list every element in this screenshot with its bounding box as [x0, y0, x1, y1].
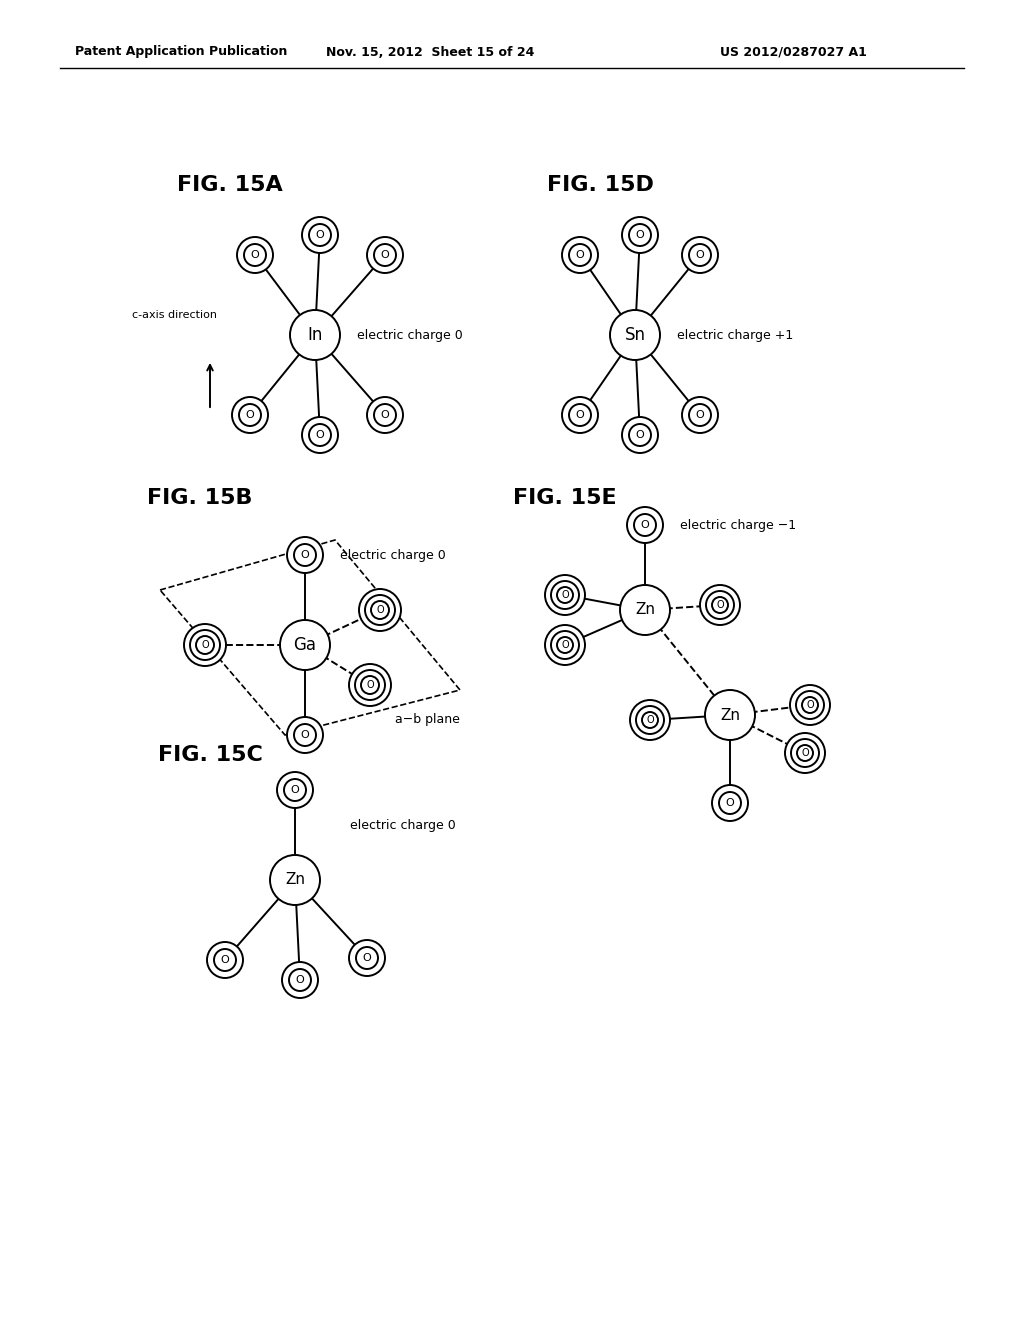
- Circle shape: [207, 942, 243, 978]
- Circle shape: [270, 855, 319, 906]
- Text: O: O: [381, 411, 389, 420]
- Text: O: O: [246, 411, 254, 420]
- Text: electric charge +1: electric charge +1: [677, 329, 794, 342]
- Text: FIG. 15B: FIG. 15B: [147, 488, 253, 508]
- Text: O: O: [636, 230, 644, 240]
- Text: O: O: [296, 975, 304, 985]
- Circle shape: [622, 417, 658, 453]
- Circle shape: [237, 238, 273, 273]
- Text: O: O: [695, 249, 705, 260]
- Text: O: O: [381, 249, 389, 260]
- Text: O: O: [716, 601, 724, 610]
- Text: FIG. 15E: FIG. 15E: [513, 488, 616, 508]
- Circle shape: [682, 397, 718, 433]
- Circle shape: [280, 620, 330, 671]
- Circle shape: [627, 507, 663, 543]
- Text: O: O: [575, 249, 585, 260]
- Text: O: O: [801, 748, 809, 758]
- Text: O: O: [561, 590, 568, 601]
- Text: O: O: [220, 954, 229, 965]
- Circle shape: [287, 537, 323, 573]
- Text: Patent Application Publication: Patent Application Publication: [75, 45, 288, 58]
- Text: O: O: [575, 411, 585, 420]
- Text: O: O: [641, 520, 649, 531]
- Circle shape: [359, 589, 401, 631]
- Circle shape: [184, 624, 226, 667]
- Text: O: O: [291, 785, 299, 795]
- Circle shape: [278, 772, 313, 808]
- Text: FIG. 15A: FIG. 15A: [177, 176, 283, 195]
- Text: electric charge 0: electric charge 0: [357, 329, 463, 342]
- Circle shape: [290, 310, 340, 360]
- Circle shape: [349, 664, 391, 706]
- Text: O: O: [695, 411, 705, 420]
- Circle shape: [302, 417, 338, 453]
- Text: Zn: Zn: [720, 708, 740, 722]
- Circle shape: [700, 585, 740, 624]
- Text: US 2012/0287027 A1: US 2012/0287027 A1: [720, 45, 867, 58]
- Text: Zn: Zn: [635, 602, 655, 618]
- Text: O: O: [636, 430, 644, 440]
- Text: O: O: [806, 700, 814, 710]
- Circle shape: [630, 700, 670, 741]
- Text: electric charge 0: electric charge 0: [340, 549, 445, 561]
- Text: a−b plane: a−b plane: [395, 714, 460, 726]
- Text: Zn: Zn: [285, 873, 305, 887]
- Text: electric charge −1: electric charge −1: [680, 519, 796, 532]
- Text: FIG. 15D: FIG. 15D: [547, 176, 653, 195]
- Text: FIG. 15C: FIG. 15C: [158, 744, 262, 766]
- Text: O: O: [315, 430, 325, 440]
- Text: O: O: [315, 230, 325, 240]
- Text: Sn: Sn: [625, 326, 645, 345]
- Circle shape: [562, 238, 598, 273]
- Circle shape: [785, 733, 825, 774]
- Text: Nov. 15, 2012  Sheet 15 of 24: Nov. 15, 2012 Sheet 15 of 24: [326, 45, 535, 58]
- Text: electric charge 0: electric charge 0: [350, 818, 456, 832]
- Circle shape: [622, 216, 658, 253]
- Circle shape: [367, 238, 403, 273]
- Circle shape: [287, 717, 323, 752]
- Circle shape: [712, 785, 748, 821]
- Circle shape: [620, 585, 670, 635]
- Text: O: O: [376, 605, 384, 615]
- Circle shape: [610, 310, 660, 360]
- Text: O: O: [646, 715, 653, 725]
- Circle shape: [349, 940, 385, 975]
- Text: In: In: [307, 326, 323, 345]
- Text: O: O: [726, 799, 734, 808]
- Text: c-axis direction: c-axis direction: [132, 310, 217, 319]
- Circle shape: [232, 397, 268, 433]
- Circle shape: [562, 397, 598, 433]
- Text: O: O: [201, 640, 209, 649]
- Circle shape: [790, 685, 830, 725]
- Text: Ga: Ga: [294, 636, 316, 653]
- Circle shape: [545, 624, 585, 665]
- Text: O: O: [301, 730, 309, 741]
- Circle shape: [682, 238, 718, 273]
- Text: O: O: [367, 680, 374, 690]
- Circle shape: [545, 576, 585, 615]
- Circle shape: [302, 216, 338, 253]
- Text: O: O: [301, 550, 309, 560]
- Text: O: O: [561, 640, 568, 649]
- Circle shape: [705, 690, 755, 741]
- Circle shape: [367, 397, 403, 433]
- Circle shape: [282, 962, 318, 998]
- Text: O: O: [251, 249, 259, 260]
- Text: O: O: [362, 953, 372, 964]
